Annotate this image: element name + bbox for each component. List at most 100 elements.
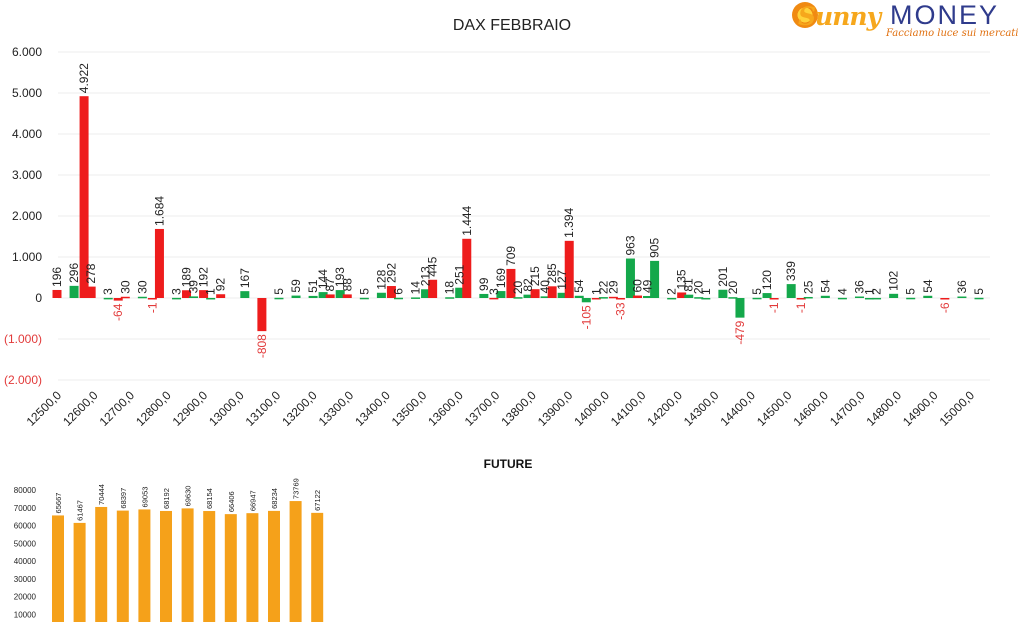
bar-value-label: 201 — [716, 266, 730, 286]
bar — [530, 289, 540, 298]
bar-value-label: 445 — [426, 256, 440, 276]
bar-value-label: 92 — [214, 278, 228, 292]
bar — [325, 294, 335, 298]
future-y-tick-label: 50000 — [14, 539, 37, 548]
bar — [154, 228, 164, 298]
bar-value-label: 82 — [521, 278, 535, 292]
bar-value-label: 3 — [101, 288, 115, 295]
bar-value-label: 1 — [589, 288, 603, 295]
bar — [769, 298, 779, 300]
bar — [906, 297, 916, 300]
bar-value-label: 99 — [477, 277, 491, 291]
bar-value-label: 120 — [760, 270, 774, 290]
bar — [564, 240, 574, 298]
x-tick-label: 14700,0 — [827, 388, 868, 429]
future-bar-value-label: 68154 — [205, 488, 214, 509]
future-bar-value-label: 70444 — [97, 484, 106, 505]
bar-value-label: 22 — [596, 280, 610, 294]
bar-value-label: 1.444 — [460, 205, 474, 235]
future-chart-bars — [52, 501, 324, 622]
x-tick-label: 14000,0 — [571, 388, 612, 429]
bar-value-label: 292 — [384, 263, 398, 283]
y-tick-label: (2.000) — [4, 373, 42, 387]
x-tick-label: 13500,0 — [389, 388, 430, 429]
x-tick-label: 14400,0 — [717, 388, 758, 429]
y-tick-label: 5.000 — [12, 86, 42, 100]
future-bar — [52, 515, 64, 622]
bar-value-label: 49 — [641, 279, 655, 293]
bar-value-label: 59 — [289, 279, 303, 293]
bar — [540, 296, 550, 298]
bar — [428, 279, 438, 298]
x-tick-label: 12500,0 — [24, 388, 65, 429]
bar-value-label: 20 — [726, 281, 740, 295]
future-bar-value-label: 68234 — [270, 488, 279, 509]
bar-value-label: 30 — [118, 280, 132, 294]
bar-value-label: 213 — [419, 266, 433, 286]
future-y-tick-label: 40000 — [14, 557, 37, 566]
bar — [199, 290, 209, 298]
bar — [523, 294, 533, 298]
x-tick-label: 13000,0 — [206, 388, 247, 429]
bar — [650, 260, 660, 298]
x-tick-label: 12600,0 — [60, 388, 101, 429]
bar-value-label: 5 — [750, 288, 764, 295]
bar — [411, 297, 421, 299]
bar — [489, 297, 499, 300]
bar-value-label: -479 — [733, 320, 747, 344]
bar-value-label: 192 — [197, 267, 211, 287]
bar — [79, 96, 89, 298]
x-tick-label: 12800,0 — [133, 388, 174, 429]
bar — [291, 295, 301, 298]
bar — [318, 292, 328, 298]
bar — [728, 297, 738, 299]
future-chart-data-labels: 65667 61467 70444 68397 69053 68192 69630 68154… — [54, 478, 322, 521]
logo-brand-sunny: Sunny — [798, 2, 881, 31]
bar — [479, 293, 489, 298]
bar — [335, 290, 345, 298]
bar-value-label: 40 — [538, 280, 552, 294]
bar — [376, 292, 386, 298]
bar-value-label: 4 — [835, 288, 849, 295]
bar-value-label: 20 — [511, 281, 525, 295]
bar — [974, 297, 984, 300]
bar — [496, 291, 506, 298]
bar-value-label: 2 — [870, 288, 884, 295]
bar-value-label: 1 — [204, 288, 218, 295]
main-chart-x-axis: 12500,012600,012700,012800,012900,013000… — [24, 388, 978, 429]
sun-icon — [792, 2, 818, 28]
bar-value-label: 60 — [631, 279, 645, 293]
bar-value-label: 18 — [443, 281, 457, 295]
bar — [940, 298, 950, 300]
bar — [643, 295, 653, 298]
bar — [189, 296, 199, 298]
future-bar — [289, 501, 302, 622]
bar — [684, 294, 694, 298]
bar-value-label: -1 — [767, 302, 781, 313]
bar-value-label: 1.394 — [562, 207, 576, 237]
bar — [257, 298, 267, 332]
bar — [240, 291, 250, 298]
bar-value-label: 6 — [391, 288, 405, 295]
x-tick-label: 13900,0 — [535, 388, 576, 429]
x-tick-label: 13400,0 — [352, 388, 393, 429]
future-y-tick-label: 30000 — [14, 575, 37, 584]
future-bar-value-label: 69630 — [184, 486, 193, 507]
future-bar — [224, 514, 237, 622]
bar-value-label: 709 — [504, 246, 518, 266]
bar — [735, 298, 745, 318]
x-tick-label: 13700,0 — [462, 388, 503, 429]
bar-value-label: 88 — [340, 278, 354, 292]
x-tick-label: 13100,0 — [243, 388, 284, 429]
x-tick-label: 14200,0 — [644, 388, 685, 429]
bar-value-label: 25 — [801, 280, 815, 294]
future-chart-title: FUTURE — [484, 457, 533, 471]
bar — [803, 296, 813, 299]
bar-value-label: 127 — [555, 269, 569, 289]
bar — [625, 258, 635, 298]
bar-value-label: 169 — [494, 268, 508, 288]
bar-value-label: 29 — [606, 280, 620, 294]
bar-value-label: 144 — [316, 269, 330, 289]
bar-value-label: 5 — [904, 288, 918, 295]
